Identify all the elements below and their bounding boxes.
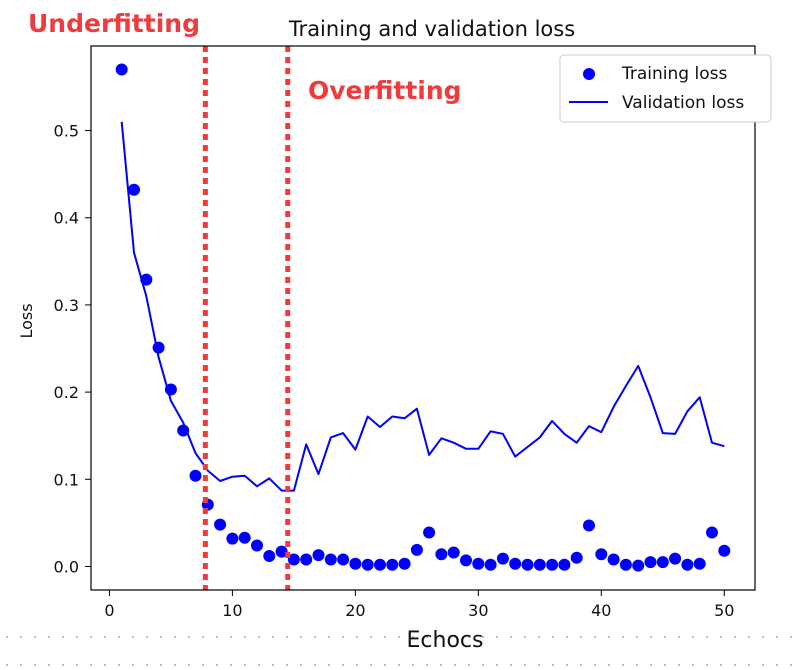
chart-title: Training and validation loss	[288, 17, 575, 41]
training-loss-point	[115, 63, 128, 76]
training-loss-point	[435, 548, 448, 561]
x-tick-label: 50	[714, 601, 734, 620]
x-tick-label: 40	[591, 601, 611, 620]
training-loss-point	[128, 183, 140, 196]
underfitting-label: Underfitting	[28, 9, 200, 38]
training-loss-point	[644, 556, 657, 569]
training-loss-point	[447, 546, 460, 559]
training-loss-point	[521, 558, 534, 571]
training-loss-point	[669, 552, 682, 565]
training-loss-point	[226, 532, 239, 545]
training-loss-point	[140, 273, 153, 286]
x-axis-label: Echocs	[406, 628, 484, 653]
training-loss-point	[312, 549, 325, 562]
training-loss-point	[509, 557, 522, 570]
training-loss-point	[460, 554, 472, 567]
training-loss-point	[251, 539, 263, 552]
plot-frame	[90, 45, 756, 591]
legend: Training loss Validation loss	[559, 54, 772, 123]
training-loss-point	[558, 558, 571, 571]
y-tick-label: 0.2	[54, 383, 79, 402]
training-loss-point	[656, 556, 669, 569]
y-tick-label: 0.0	[54, 557, 79, 576]
training-loss-point	[595, 548, 608, 561]
training-loss-point	[361, 558, 374, 571]
training-loss-point	[349, 557, 362, 570]
plot-area: 0 10 20 30 40 50 0.0 0.1 0.2 0.3 0.4 0.5	[54, 46, 734, 620]
training-loss-point	[472, 557, 485, 570]
training-loss-point	[681, 558, 694, 571]
training-loss-point	[546, 558, 559, 571]
y-tick-label: 0.1	[54, 470, 79, 489]
training-loss-point	[214, 518, 227, 531]
legend-training-marker	[583, 68, 595, 80]
y-tick-label: 0.4	[54, 209, 79, 228]
x-tick-label: 10	[222, 601, 242, 620]
training-loss-point	[410, 543, 423, 556]
training-loss-point	[287, 553, 300, 566]
training-loss-point	[337, 553, 350, 566]
dotted-separator	[0, 636, 797, 638]
training-loss-point	[324, 553, 337, 566]
x-tick-label: 30	[468, 601, 488, 620]
training-loss-point	[533, 558, 546, 571]
y-axis-label: Loss	[17, 303, 36, 338]
overfitting-label: Overfitting	[308, 76, 462, 105]
y-tick-label: 0.3	[54, 296, 79, 315]
training-loss-point	[374, 558, 386, 571]
training-loss-point	[693, 557, 706, 570]
legend-box	[559, 54, 772, 123]
training-loss-point	[152, 341, 165, 354]
dotted-separator	[0, 664, 797, 666]
training-loss-point	[189, 469, 202, 482]
training-loss-point	[386, 558, 399, 571]
training-loss-point	[484, 558, 497, 571]
legend-validation-label: Validation loss	[622, 93, 744, 113]
training-loss-point	[177, 424, 190, 437]
training-loss-point	[423, 526, 436, 539]
training-loss-point	[583, 519, 595, 532]
training-loss-point	[607, 553, 620, 566]
training-loss-point	[570, 551, 583, 564]
loss-chart: Training and validation loss 0 10 20 30 40 50…	[17, 9, 772, 620]
x-tick-label: 20	[345, 601, 365, 620]
training-loss-point	[706, 526, 718, 539]
training-loss-point	[300, 553, 313, 566]
legend-training-label: Training loss	[621, 64, 727, 84]
training-loss-point	[263, 550, 276, 562]
training-loss-point	[718, 544, 731, 557]
validation-loss-line	[120, 121, 725, 492]
training-loss-point	[632, 559, 645, 572]
x-tick-label: 0	[104, 601, 114, 620]
training-loss-point	[275, 545, 288, 558]
training-loss-point	[619, 558, 632, 571]
training-loss-point	[398, 557, 411, 570]
y-tick-label: 0.5	[54, 122, 79, 141]
training-loss-point	[164, 383, 177, 396]
training-loss-point	[496, 552, 509, 565]
training-loss-point	[238, 531, 251, 544]
